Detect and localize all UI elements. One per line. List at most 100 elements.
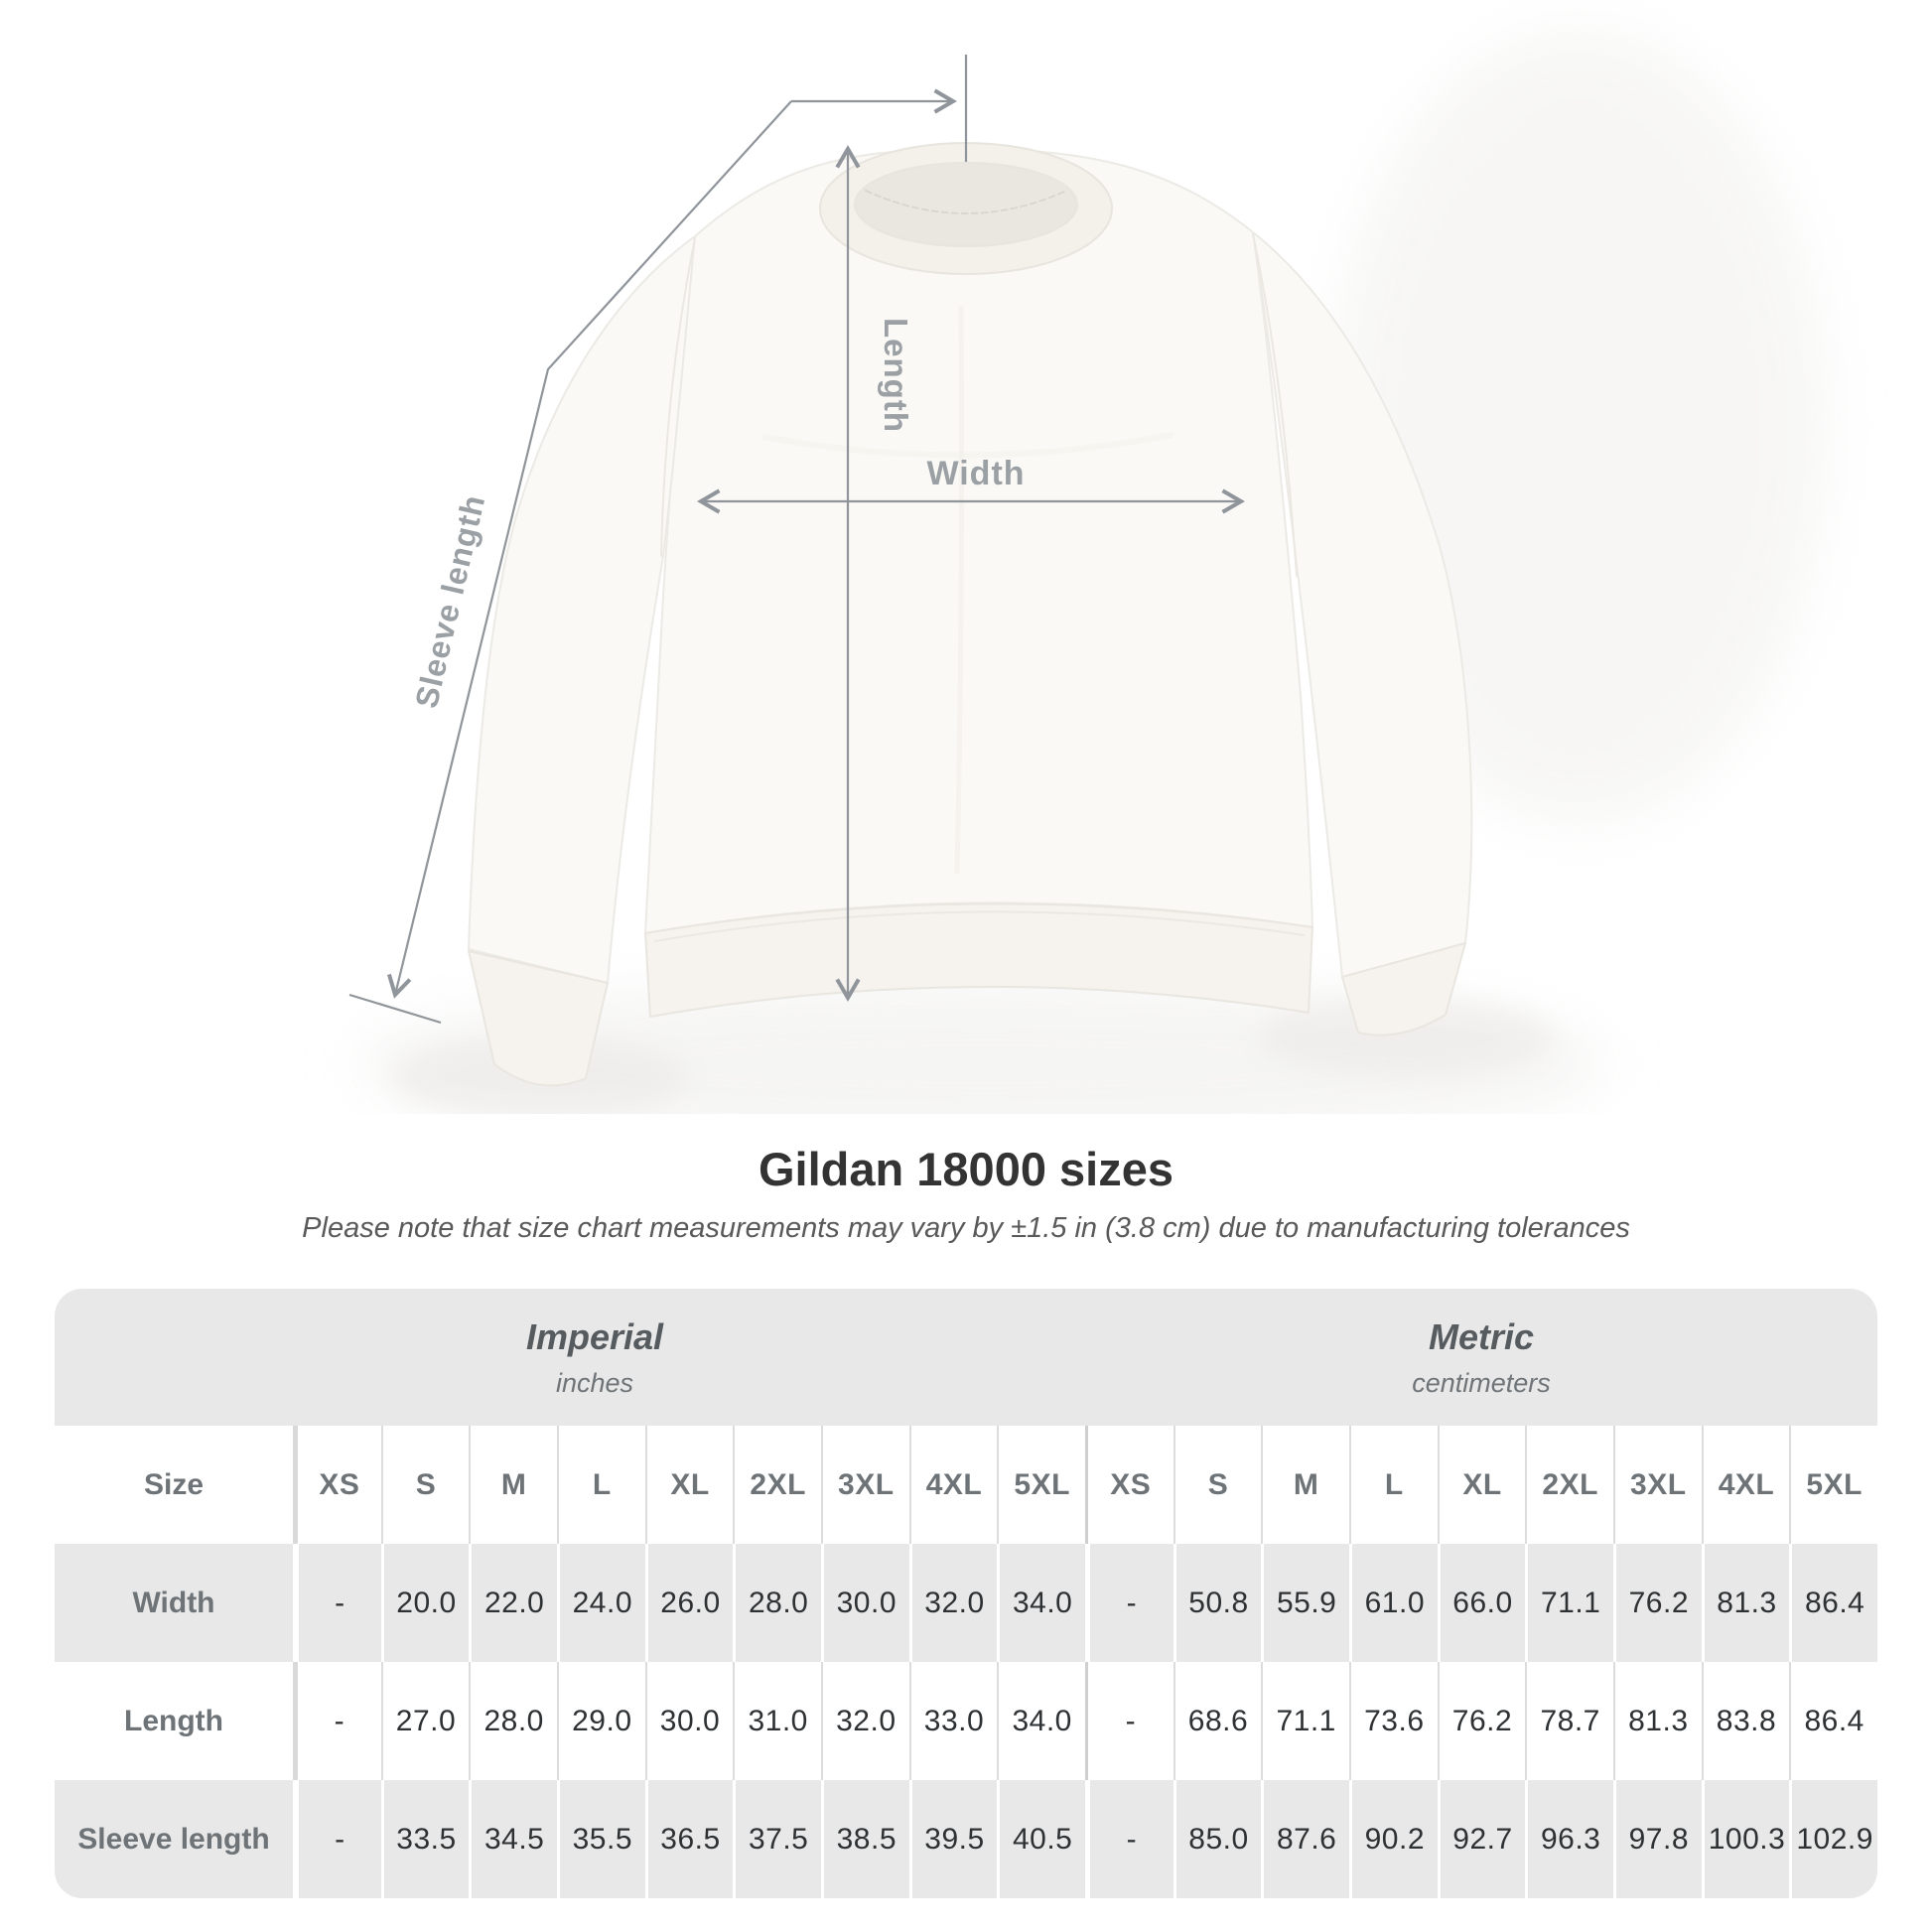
sleeve-length-value-cell: -: [293, 1780, 381, 1899]
sleeve-length-value-cell: 38.5: [820, 1780, 909, 1899]
width-value-cell: 66.0: [1437, 1544, 1526, 1663]
sleeve-length-value-cell: 40.5: [997, 1780, 1085, 1899]
tolerance-note: Please note that size chart measurements…: [302, 1211, 1630, 1244]
width-value-cell: 34.0: [997, 1544, 1085, 1663]
length-value-cell: -: [1084, 1662, 1173, 1781]
length-value-cell: 73.6: [1348, 1662, 1438, 1781]
left-sleeve: [468, 235, 696, 984]
product-photo: Length Width Sleeve length: [348, 30, 1827, 1114]
width-value-cell: 50.8: [1173, 1544, 1262, 1663]
table-row-length: Length -27.0 28.0 29.0 30.0 31.0 32.0 33.0 34.0…: [55, 1662, 1877, 1781]
size-header-cell: XS: [293, 1426, 381, 1545]
sleeve-length-value-cell: 35.5: [556, 1780, 645, 1899]
length-value-cell: 86.4: [1789, 1662, 1877, 1781]
sleeve-length-value-cell: 97.8: [1612, 1780, 1702, 1899]
length-value-cell: 83.8: [1701, 1662, 1790, 1781]
length-value-cell: 33.0: [908, 1662, 998, 1781]
hem-seam: [654, 910, 1305, 942]
sleeve-dimension-end-tick: [348, 993, 442, 1025]
body-crease: [954, 305, 964, 875]
sweatshirt-body: [644, 148, 1313, 934]
size-table: Imperial inches Metric centimeters Size …: [55, 1289, 1877, 1899]
unit-header-row: Imperial inches Metric centimeters: [55, 1289, 1877, 1427]
width-value-cell: 20.0: [380, 1544, 470, 1663]
size-header-cell: M: [469, 1426, 557, 1545]
sleeve-length-value-cell: 100.3: [1701, 1780, 1790, 1899]
size-header-cell: 2XL: [1525, 1426, 1613, 1545]
length-value-cell: 30.0: [644, 1662, 734, 1781]
collar-stitch-seam: [865, 190, 1067, 214]
sleeve-length-value-cell: 33.5: [380, 1780, 470, 1899]
table-row-width: Width -20.0 22.0 24.0 26.0 28.0 30.0 32.0 34.0-…: [55, 1544, 1877, 1663]
size-header-cell: 3XL: [1612, 1426, 1702, 1545]
imperial-header-group: Imperial inches: [55, 1289, 1085, 1426]
sleeve-dimension-diagonal: [386, 100, 792, 999]
chest-crease: [761, 432, 1174, 459]
metric-header: Metric: [1428, 1315, 1535, 1357]
sleeve-length-value-cell: 34.5: [469, 1780, 557, 1899]
right-armhole-seam: [1252, 233, 1298, 577]
sleeve-length-value-cell: 37.5: [733, 1780, 821, 1899]
width-value-cell: 22.0: [469, 1544, 557, 1663]
width-value-cell: 30.0: [820, 1544, 909, 1663]
page-title: Gildan 18000 sizes: [758, 1143, 1174, 1195]
sleeve-length-value-cell: 36.5: [644, 1780, 734, 1899]
dimension-lines: [348, 55, 1245, 1025]
collar-band: [819, 142, 1113, 275]
size-column-header: Size: [143, 1467, 205, 1501]
width-value-cell: 76.2: [1612, 1544, 1702, 1663]
imperial-header: Imperial: [525, 1315, 664, 1357]
length-value-cell: 81.3: [1612, 1662, 1702, 1781]
sleeve-length-value-cell: 102.9: [1789, 1780, 1877, 1899]
sleeve-length-value-cell: 96.3: [1525, 1780, 1613, 1899]
size-header-cell: S: [1173, 1426, 1262, 1545]
width-value-cell: 71.1: [1525, 1544, 1613, 1663]
size-header-cell: XL: [644, 1426, 734, 1545]
width-value-cell: 81.3: [1701, 1544, 1790, 1663]
length-value-cell: 31.0: [733, 1662, 821, 1781]
metric-unit-label: centimeters: [1412, 1367, 1551, 1398]
right-cuff: [1341, 942, 1466, 1036]
size-header-cell: 5XL: [997, 1426, 1085, 1545]
left-armhole-seam: [660, 237, 696, 557]
sleeve-length-value-cell: 85.0: [1173, 1780, 1262, 1899]
row-label-length: Length: [124, 1704, 223, 1737]
row-label-width: Width: [132, 1586, 215, 1619]
length-value-cell: 71.1: [1261, 1662, 1349, 1781]
length-value-cell: 78.7: [1525, 1662, 1613, 1781]
length-value-cell: 32.0: [820, 1662, 909, 1781]
length-value-cell: 28.0: [469, 1662, 557, 1781]
sleeve-length-value-cell: 92.7: [1437, 1780, 1526, 1899]
width-value-cell: 26.0: [644, 1544, 734, 1663]
length-value-cell: -: [293, 1662, 381, 1781]
length-value-cell: 68.6: [1173, 1662, 1262, 1781]
size-header-cell: L: [556, 1426, 645, 1545]
collar-opening: [849, 159, 1083, 250]
sweatshirt-illustration: [468, 142, 1473, 1087]
length-value-cell: 76.2: [1437, 1662, 1526, 1781]
sweatshirt-diagram: Length Width Sleeve length: [348, 30, 1827, 1114]
width-value-cell: 61.0: [1348, 1544, 1438, 1663]
sleeve-length-dimension-label: Sleeve length: [408, 491, 491, 712]
size-header-cell: L: [1348, 1426, 1438, 1545]
size-header-cell: 3XL: [820, 1426, 909, 1545]
width-value-cell: 24.0: [556, 1544, 645, 1663]
width-value-cell: 28.0: [733, 1544, 821, 1663]
width-value-cell: -: [1084, 1544, 1173, 1663]
length-value-cell: 34.0: [997, 1662, 1085, 1781]
row-label-sleeve-length: Sleeve length: [77, 1822, 270, 1856]
size-header-cell: M: [1261, 1426, 1349, 1545]
metric-header-group: Metric centimeters: [1085, 1289, 1877, 1426]
width-value-cell: 86.4: [1789, 1544, 1877, 1663]
length-value-cell: 27.0: [380, 1662, 470, 1781]
width-dimension-label: Width: [926, 455, 1025, 492]
sleeve-length-value-cell: 87.6: [1261, 1780, 1349, 1899]
length-dimension-label: Length: [878, 318, 914, 433]
width-value-cell: -: [293, 1544, 381, 1663]
table-row-sleeve-length: Sleeve length -33.5 34.5 35.5 36.5 37.5 38.5 3…: [55, 1780, 1877, 1899]
size-header-cell: 5XL: [1789, 1426, 1877, 1545]
sleeve-length-value-cell: 39.5: [908, 1780, 998, 1899]
imperial-unit-label: inches: [555, 1367, 634, 1398]
length-value-cell: 29.0: [556, 1662, 645, 1781]
